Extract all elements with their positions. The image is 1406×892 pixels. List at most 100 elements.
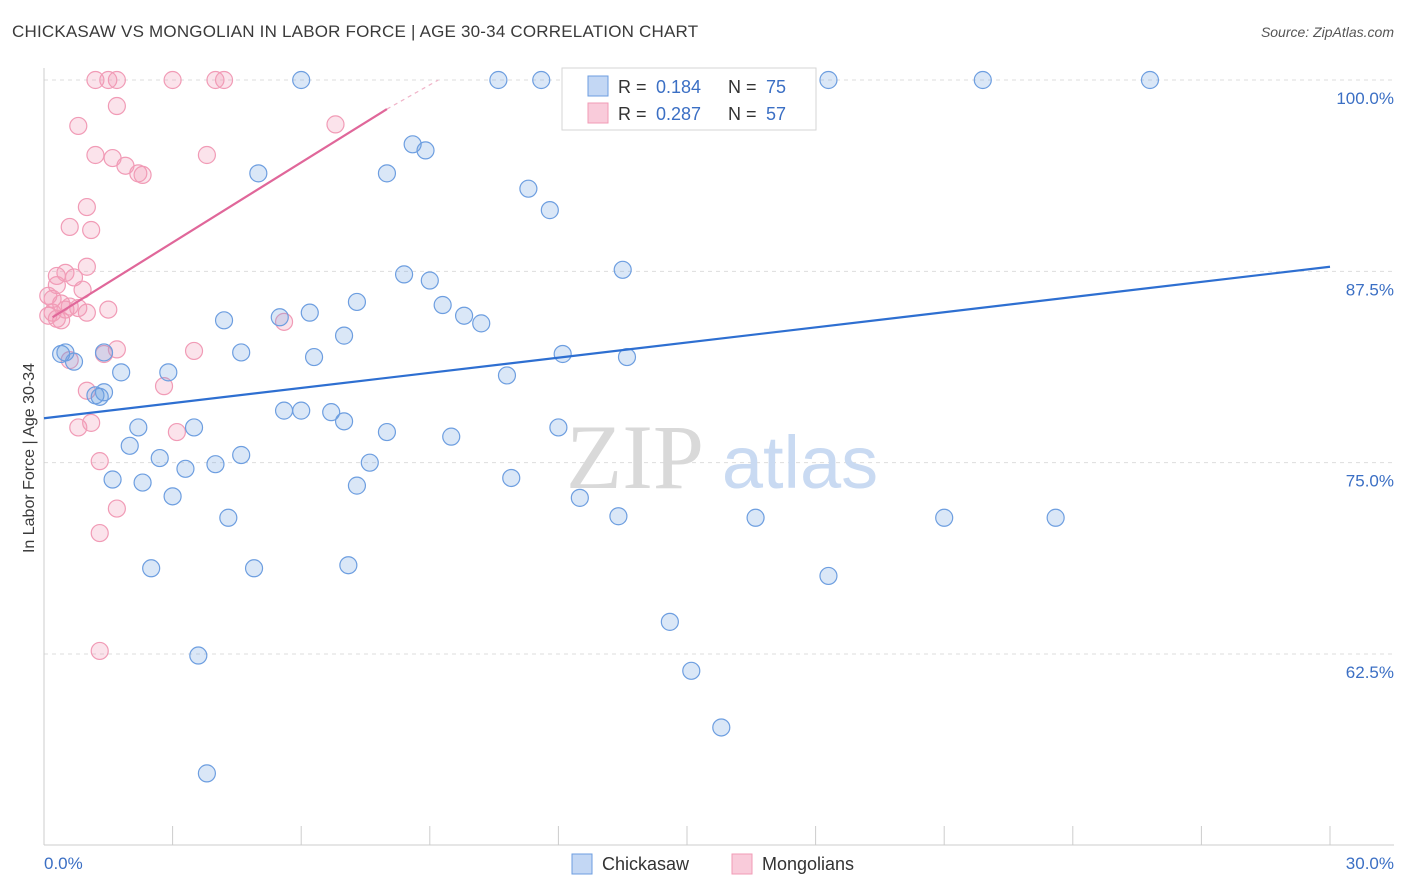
chickasaw-point-26 xyxy=(232,343,251,362)
y-tick-label-1: 75.0% xyxy=(1346,472,1394,491)
chickasaw-point-39 xyxy=(322,403,341,422)
mongolians-point-18 xyxy=(77,257,96,276)
chickasaw-point-70 xyxy=(712,718,731,737)
y-tick-label-0: 62.5% xyxy=(1346,663,1394,682)
mongolians-trend-extension xyxy=(386,79,439,110)
bottom-legend-swatch-chickasaw xyxy=(571,853,593,875)
chickasaw-point-12 xyxy=(394,265,414,284)
mongolians-point-30 xyxy=(99,300,118,319)
mongolians-point-25 xyxy=(43,289,62,308)
axes xyxy=(43,68,1394,846)
chickasaw-point-31 xyxy=(112,363,131,382)
chickasaw-point-36 xyxy=(90,387,109,406)
chickasaw-point-37 xyxy=(274,401,294,420)
chickasaw-point-25 xyxy=(94,343,114,362)
legend-r-value-1: 0.184 xyxy=(656,77,701,97)
chickasaw-points xyxy=(52,70,1160,783)
chickasaw-point-1 xyxy=(489,70,508,90)
legend-n-label-2: N = xyxy=(728,104,757,124)
chickasaw-point-14 xyxy=(613,260,632,279)
legend-r-value-2: 0.287 xyxy=(656,104,701,124)
chickasaw-point-58 xyxy=(219,508,238,527)
chickasaw-point-28 xyxy=(553,344,572,364)
mongolians-point-17 xyxy=(82,220,101,240)
chickasaw-point-7 xyxy=(416,141,435,160)
mongolians-trend-line xyxy=(51,108,388,319)
mongolians-point-8 xyxy=(326,115,345,134)
chickasaw-point-50 xyxy=(206,455,225,474)
legend-n-value-2: 57 xyxy=(766,104,786,124)
chickasaw-point-57 xyxy=(570,488,589,507)
chickasaw-point-30 xyxy=(64,352,84,371)
legend-n-label-1: N = xyxy=(728,77,757,97)
chickasaw-point-10 xyxy=(519,179,538,198)
bottom-legend: Chickasaw Mongolians xyxy=(571,853,854,875)
mongolians-points xyxy=(39,70,345,661)
chickasaw-point-19 xyxy=(270,308,289,327)
chickasaw-point-27 xyxy=(304,347,324,367)
chickasaw-point-66 xyxy=(819,566,838,586)
chickasaw-point-2 xyxy=(532,70,551,90)
chart-title: CHICKASAW VS MONGOLIAN IN LABOR FORCE | … xyxy=(12,22,699,41)
legend: R = 0.184 N = 75 R = 0.287 N = 57 xyxy=(561,67,817,131)
chickasaw-point-45 xyxy=(549,418,568,437)
bottom-legend-mongolians: Mongolians xyxy=(762,854,854,874)
mongolians-point-38 xyxy=(184,341,204,361)
trend-lines xyxy=(43,79,1331,420)
legend-r-label-2: R = xyxy=(618,104,647,124)
chickasaw-point-13 xyxy=(420,271,439,290)
mongolians-point-14 xyxy=(133,165,152,185)
chickasaw-point-20 xyxy=(454,306,474,325)
chickasaw-point-64 xyxy=(244,559,264,578)
chickasaw-point-21 xyxy=(472,314,491,333)
chickasaw-point-71 xyxy=(197,764,216,783)
mongolians-point-5 xyxy=(214,70,234,90)
chickasaw-point-33 xyxy=(497,366,517,385)
mongolians-point-3 xyxy=(163,70,182,90)
watermark-zip: ZIP xyxy=(566,406,704,508)
chickasaw-point-47 xyxy=(150,448,169,468)
chickasaw-trend-line xyxy=(43,265,1331,420)
mongolians-point-44 xyxy=(82,413,101,432)
mongolians-point-46 xyxy=(90,452,109,471)
chickasaw-point-42 xyxy=(184,418,204,437)
legend-r-label-1: R = xyxy=(618,77,647,97)
chickasaw-point-61 xyxy=(935,508,954,527)
y-tick-label-3: 100.0% xyxy=(1336,89,1394,108)
chickasaw-point-5 xyxy=(1140,70,1160,90)
chickasaw-point-52 xyxy=(103,470,122,489)
chickasaw-point-51 xyxy=(360,453,379,472)
chickasaw-point-16 xyxy=(433,295,452,315)
mongolians-point-48 xyxy=(90,523,109,543)
chickasaw-point-15 xyxy=(347,292,367,312)
mongolians-point-41 xyxy=(154,377,174,396)
mongolians-point-31 xyxy=(77,303,96,322)
mongolians-point-49 xyxy=(90,641,109,661)
y-tick-label-2: 87.5% xyxy=(1346,280,1394,299)
chickasaw-point-67 xyxy=(660,612,679,631)
chickasaw-point-56 xyxy=(163,487,182,506)
chickasaw-point-40 xyxy=(334,412,354,431)
chickasaw-point-0 xyxy=(292,70,311,90)
chickasaw-point-46 xyxy=(120,436,139,455)
chickasaw-point-9 xyxy=(377,164,397,183)
chickasaw-point-59 xyxy=(609,507,628,526)
chickasaw-point-48 xyxy=(232,445,251,465)
mongolians-point-0 xyxy=(86,70,105,90)
chickasaw-point-8 xyxy=(249,164,268,183)
mongolians-point-7 xyxy=(69,116,88,136)
chickasaw-point-65 xyxy=(339,556,358,575)
bottom-legend-swatch-mongolians xyxy=(731,853,753,875)
x-tick-label-max: 30.0% xyxy=(1346,854,1394,873)
chickasaw-point-53 xyxy=(133,473,152,492)
chickasaw-point-18 xyxy=(214,311,234,330)
y-tick-labels: 62.5% 75.0% 87.5% 100.0% xyxy=(1336,89,1394,682)
chickasaw-point-60 xyxy=(746,508,765,527)
mongolians-point-6 xyxy=(107,96,126,116)
chickasaw-point-22 xyxy=(334,326,354,345)
source-label: Source: ZipAtlas.com xyxy=(1260,24,1394,40)
legend-n-value-1: 75 xyxy=(766,77,786,97)
chickasaw-point-41 xyxy=(129,418,148,437)
legend-swatch-chickasaw xyxy=(587,75,609,97)
